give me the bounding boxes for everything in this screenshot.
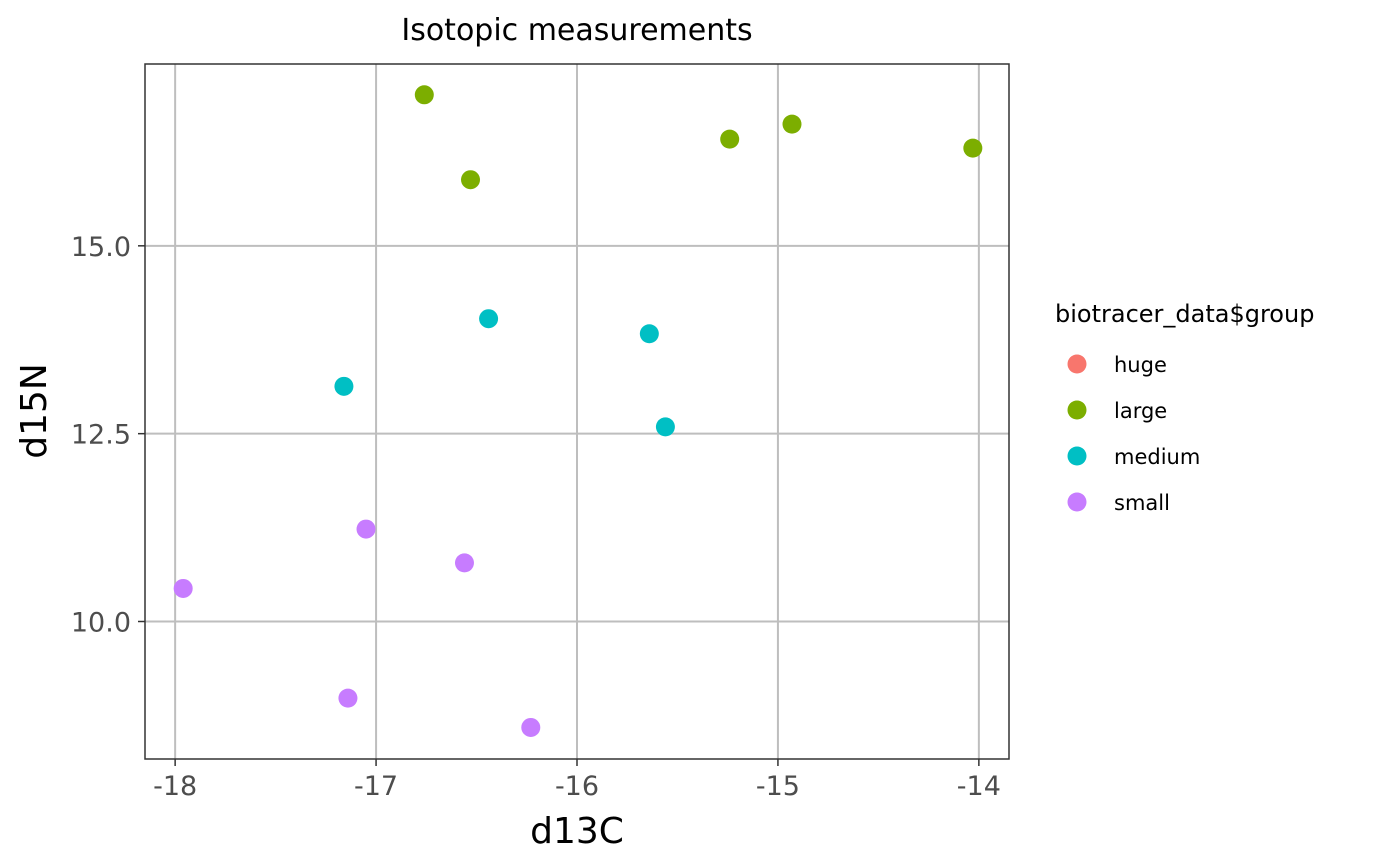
data-point-medium <box>479 309 499 329</box>
y-axis-title: d15N <box>14 363 55 459</box>
legend-key-medium <box>1067 446 1087 466</box>
grid-lines <box>145 64 1009 759</box>
y-tick-label: 12.5 <box>71 420 131 451</box>
legend-key-huge <box>1067 354 1087 374</box>
data-point-small <box>356 519 376 539</box>
legend-title: biotracer_data$group <box>1055 300 1314 328</box>
data-point-large <box>461 170 481 190</box>
legend-key-small <box>1067 492 1087 512</box>
x-tick-label: -14 <box>957 771 1001 802</box>
data-points <box>173 85 983 737</box>
data-point-small <box>173 578 193 598</box>
data-point-small <box>338 688 358 708</box>
data-point-medium <box>639 324 659 344</box>
legend-label-large: large <box>1114 399 1167 423</box>
data-point-small <box>454 553 474 573</box>
legend: biotracer_data$group huge large medium smal… <box>1055 300 1314 515</box>
data-point-large <box>782 114 802 134</box>
chart-title: Isotopic measurements <box>401 13 752 48</box>
data-point-small <box>521 717 541 737</box>
x-axis-title: d13C <box>530 811 624 852</box>
legend-label-medium: medium <box>1114 445 1200 469</box>
x-tick-label: -15 <box>756 771 800 802</box>
legend-label-huge: huge <box>1114 353 1167 377</box>
data-point-medium <box>655 417 675 437</box>
y-tick-label: 15.0 <box>71 232 131 263</box>
x-tick-label: -17 <box>354 771 398 802</box>
data-point-medium <box>334 376 354 396</box>
x-tick-label: -18 <box>153 771 197 802</box>
data-point-large <box>963 138 983 158</box>
x-tick-label: -16 <box>555 771 599 802</box>
axis-ticks: -18 -17 -16 -15 -14 10.0 12.5 15.0 <box>71 232 1001 802</box>
data-point-large <box>720 129 740 149</box>
legend-key-large <box>1067 400 1087 420</box>
legend-label-small: small <box>1114 491 1170 515</box>
y-tick-label: 10.0 <box>71 608 131 639</box>
data-point-large <box>414 85 434 105</box>
